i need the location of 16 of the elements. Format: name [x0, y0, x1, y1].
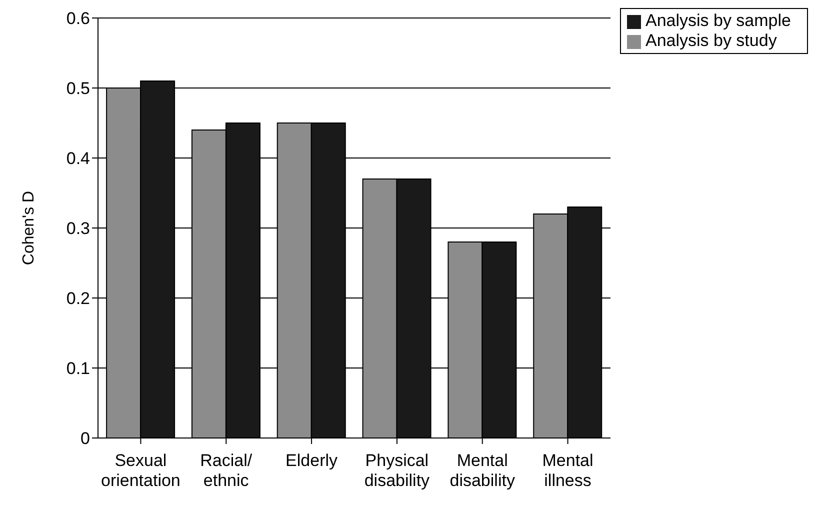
legend-label: Analysis by study	[645, 31, 777, 50]
x-tick-label: Elderly	[286, 451, 338, 470]
y-axis-title: Cohen's D	[20, 190, 38, 266]
x-tick-label: Mental illness	[542, 451, 594, 490]
y-tick-label: 0.5	[66, 79, 90, 98]
y-tick-label: 0	[80, 429, 90, 448]
x-tick-label: Mental disability	[450, 451, 516, 490]
y-tick-label: 0.3	[66, 219, 90, 238]
legend-label: Analysis by sample	[645, 11, 791, 30]
y-tick-label: 0.2	[66, 289, 90, 308]
x-tick-label: Physical disability	[364, 451, 430, 490]
x-tick-label: Sexual orientation	[101, 451, 180, 490]
y-tick-label: 0.1	[66, 359, 90, 378]
y-tick-label: 0.6	[66, 9, 90, 28]
x-tick-label: Racial/ ethnic	[200, 451, 252, 490]
y-tick-label: 0.4	[66, 149, 90, 168]
